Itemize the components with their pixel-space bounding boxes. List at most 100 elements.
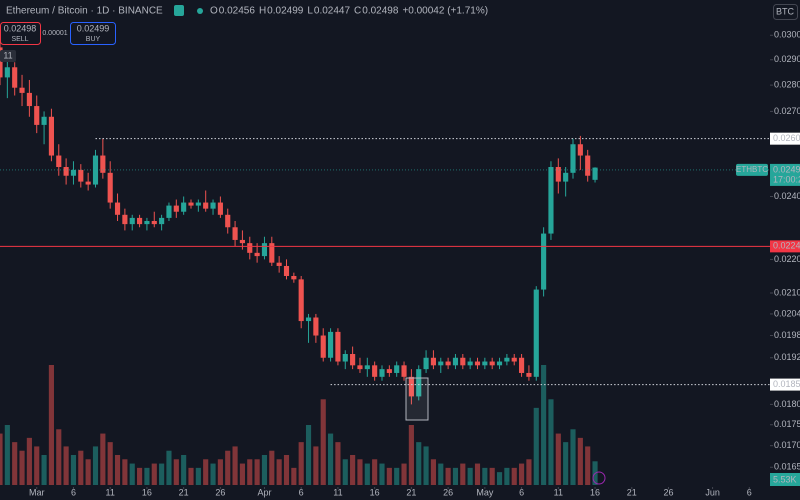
volume-bar: [313, 446, 319, 485]
y-tick-label: 0.0204: [774, 308, 800, 318]
ohlc-key: C: [354, 6, 361, 17]
x-tick-label: 21: [179, 487, 189, 497]
buy-label: BUY: [86, 36, 101, 43]
header: Ethereum / Bitcoin · 1D · BINANCE O 0.024…: [0, 4, 800, 486]
volume-bar: [467, 467, 473, 485]
y-tick-label: 0.0170: [774, 440, 800, 450]
candle-body: [438, 361, 444, 366]
candle-body: [129, 217, 135, 225]
candle-body: [555, 167, 561, 182]
volume-bar: [144, 467, 150, 485]
x-tick-label: 6: [71, 487, 76, 497]
y-tick-label: 0.0180: [774, 399, 800, 409]
volume-bar: [423, 446, 429, 485]
volume-bar: [85, 459, 91, 485]
candle-body: [78, 169, 84, 182]
currency-label: BTC: [776, 6, 795, 16]
candle-body: [4, 67, 10, 78]
volume-bar: [445, 467, 451, 485]
volume-bar: [19, 450, 25, 485]
candle-body: [526, 372, 532, 377]
volume-bar: [328, 433, 334, 485]
candle-body: [416, 369, 422, 397]
x-tick-label: Apr: [257, 487, 271, 497]
volume-bar: [519, 463, 525, 485]
candle-body: [320, 335, 326, 358]
y-tick-label: 0.0192: [774, 352, 800, 362]
highlight-box: [405, 377, 429, 421]
sell-button[interactable]: [0, 22, 41, 45]
volume-bar: [430, 459, 436, 485]
buy-button[interactable]: [70, 22, 116, 45]
currency-box[interactable]: [773, 4, 798, 20]
volume-bar: [188, 467, 194, 485]
volume-bar: [511, 467, 517, 485]
candle-body: [357, 365, 363, 370]
y-tick-label: 0.0240: [774, 191, 800, 201]
candle-body: [181, 202, 187, 212]
candle-body: [570, 144, 576, 173]
volume-bar: [159, 463, 165, 485]
volume-bar: [232, 446, 238, 485]
event-icon[interactable]: [592, 471, 606, 485]
volume-bar: [504, 467, 510, 485]
candle-body: [195, 202, 201, 206]
volume-bar: [195, 467, 201, 485]
candle-body: [467, 361, 473, 366]
candle-body: [386, 369, 392, 373]
volume-bar: [70, 455, 77, 485]
volume-bar: [122, 459, 128, 485]
volume-bar: [12, 442, 18, 485]
sell-price: 0.02498: [4, 23, 37, 33]
candle-body: [122, 214, 128, 225]
candle-body: [232, 227, 238, 240]
volume-bar: [350, 455, 356, 485]
volume-bar: [394, 467, 400, 485]
spread: 0.00001: [42, 30, 67, 37]
volume-bar: [298, 442, 304, 485]
candle-body: [496, 361, 503, 366]
candle-body: [541, 233, 547, 290]
ohlc-readout: O 0.02456 H 0.02499 L 0.02447 C 0.02498 +0.00042…: [210, 6, 488, 17]
candle-body: [504, 357, 510, 362]
volume-bar: [541, 365, 547, 485]
volume-bar: [386, 467, 392, 485]
candle-body: [394, 365, 400, 373]
volume-bar: [496, 472, 503, 485]
candle-body: [19, 87, 25, 93]
volume-bar: [276, 459, 282, 485]
candle-body: [283, 265, 290, 276]
volume-bar: [305, 425, 312, 485]
volume-bar: [137, 467, 143, 485]
candle-body: [269, 243, 275, 263]
candle-body: [0, 47, 3, 78]
level-tag: [770, 132, 800, 145]
x-tick-label: Jun: [705, 487, 720, 497]
volume-bar: [173, 459, 179, 485]
level-label: 0.0224: [773, 241, 800, 251]
volume-bar: [460, 463, 466, 485]
candle-body: [63, 167, 69, 176]
ohlc-value: 0.02447: [314, 6, 351, 17]
candle-body: [34, 106, 40, 125]
volume-bar: [203, 459, 209, 485]
candle-body: [247, 243, 253, 253]
volume-bar: [401, 463, 407, 485]
volume-bar: [563, 442, 569, 485]
candle-body: [276, 262, 282, 266]
candle-body: [239, 239, 245, 244]
candle-body: [151, 221, 157, 225]
candle-body: [298, 279, 304, 322]
marker-box: [0, 50, 16, 62]
candle-body: [70, 169, 77, 176]
volume-bar: [247, 459, 253, 485]
volume-bar: [408, 425, 414, 485]
volume-bar: [107, 442, 113, 485]
candle-body: [519, 357, 525, 373]
volume-bar: [56, 429, 62, 485]
ohlc-key: H: [259, 6, 266, 17]
candle-body: [430, 357, 436, 366]
candle-body: [592, 167, 598, 180]
candle-body: [56, 155, 62, 168]
